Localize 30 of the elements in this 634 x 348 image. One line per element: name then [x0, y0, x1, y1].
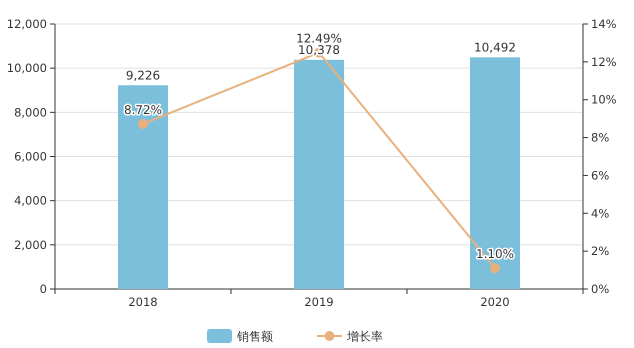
legend-销售额: 销售额: [207, 329, 273, 344]
y-tick-label: 10,000: [6, 61, 47, 76]
y2-tick-label: 2%: [591, 244, 610, 258]
legend-增长率: 增长率: [317, 330, 383, 344]
y-tick-label: 4,000: [14, 194, 47, 208]
y-tick-label: 6,000: [14, 150, 47, 164]
bar: [118, 85, 168, 289]
data-label: 10,492: [474, 40, 516, 54]
y2-tick-label: 4%: [591, 206, 610, 220]
point: [138, 118, 148, 129]
y2-tick-label: 8%: [591, 130, 610, 145]
y-tick-label: 12,000: [6, 17, 47, 31]
legend-label: 销售额: [236, 330, 273, 344]
y2-tick-label: 6%: [591, 168, 610, 182]
y2-tick-label: 10%: [591, 92, 617, 107]
point: [490, 263, 500, 274]
bar: [294, 60, 344, 289]
x-tick-label: 2018: [128, 295, 158, 309]
legend-label: 增长率: [346, 330, 383, 344]
bar: [470, 57, 520, 289]
data-label: 8.72%: [124, 102, 162, 117]
x-tick-label: 2020: [480, 295, 510, 309]
y-tick-label: 8,000: [14, 105, 47, 120]
y2-tick-label: 12%: [591, 54, 617, 69]
data-label: 9,226: [126, 68, 160, 82]
y2-tick-label: 14%: [591, 17, 617, 31]
x-tick-label: 2019: [304, 295, 334, 309]
y-tick-label: 0: [40, 282, 47, 296]
y-tick-label: 2,000: [14, 238, 47, 252]
y2-tick-label: 0%: [591, 282, 610, 296]
